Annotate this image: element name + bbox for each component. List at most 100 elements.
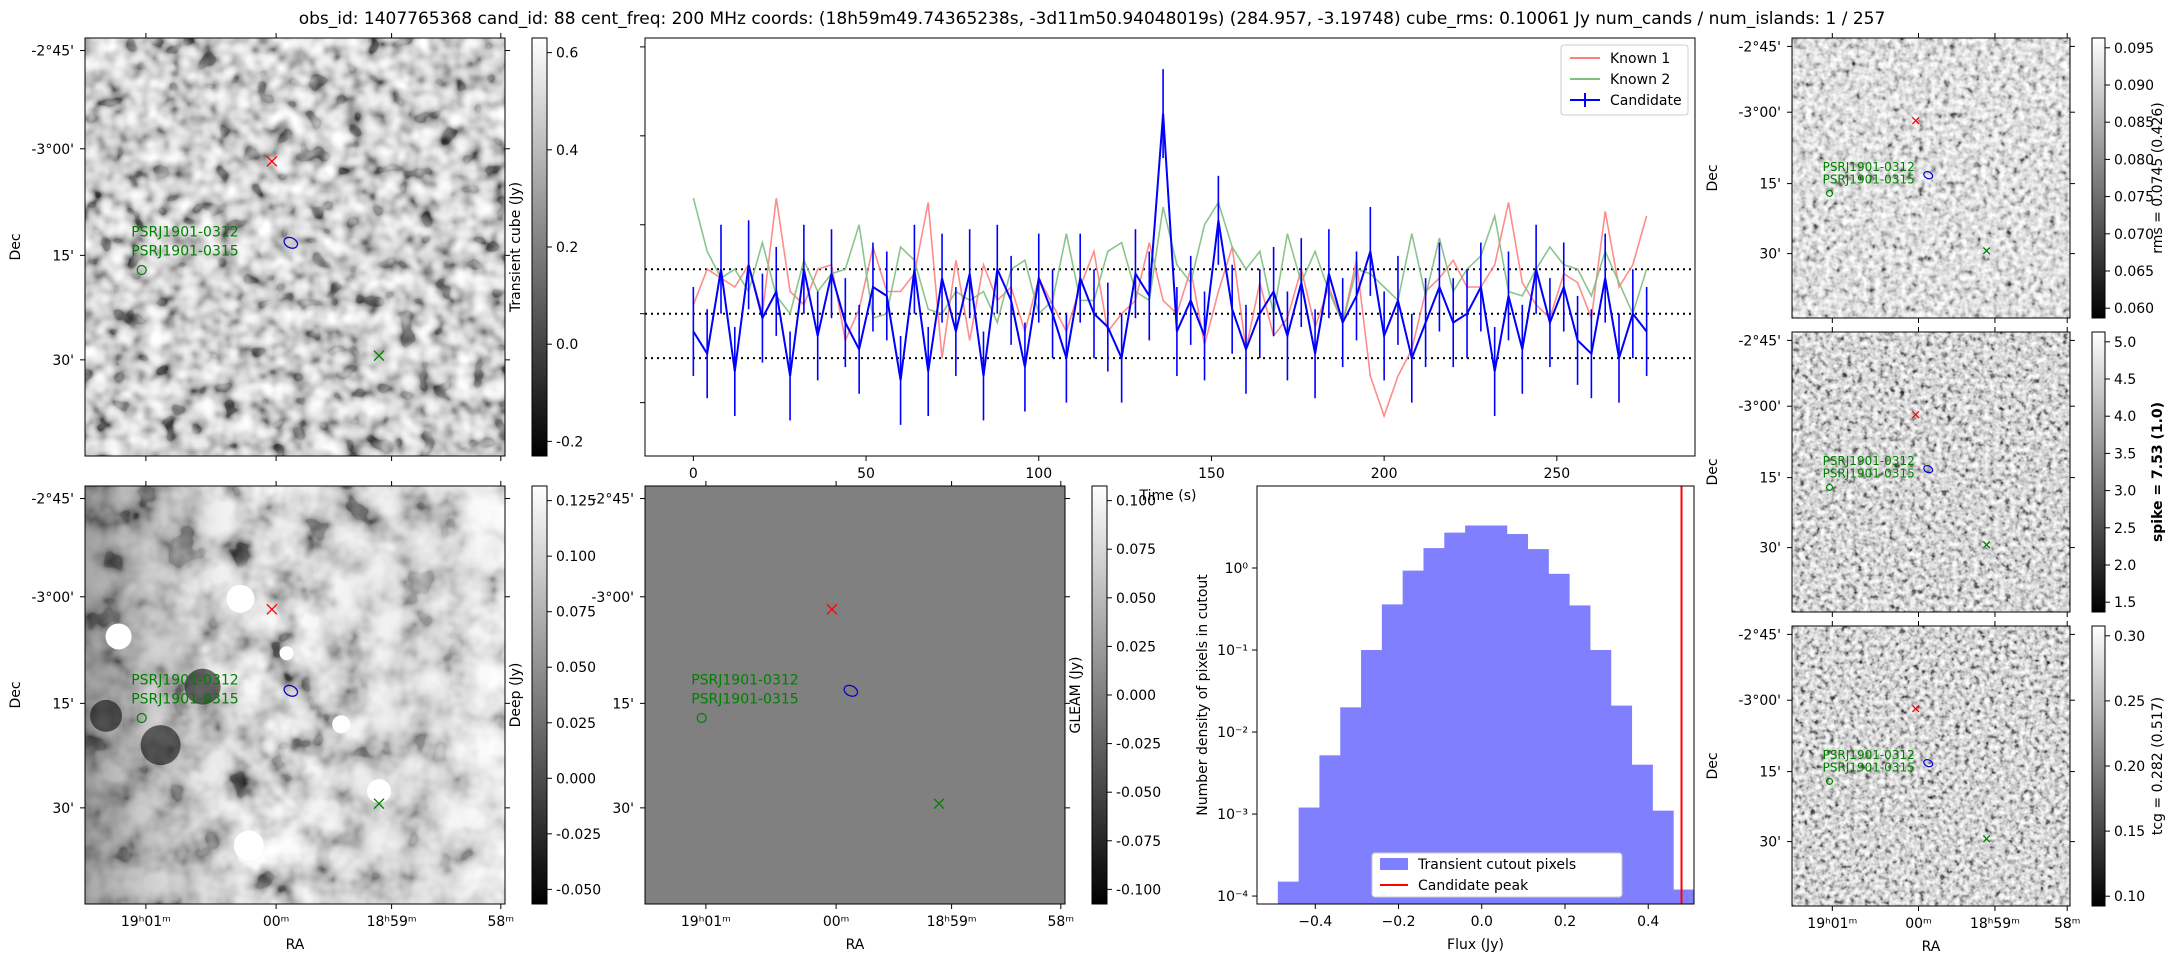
- plot-frame: [644, 37, 1696, 457]
- dec-tick-label: -3°00': [1738, 399, 1781, 415]
- plot-frame: [1256, 485, 1695, 905]
- colorbar-tick-label: -0.050: [556, 882, 601, 898]
- ra-tick-label: 58ᵐ: [488, 914, 515, 930]
- colorbar-gradient: [2091, 331, 2106, 613]
- source-contour: [1923, 171, 1934, 180]
- axis-ticks: 19ʰ01ᵐ 00ᵐ 18ʰ59ᵐ 58ᵐ -2°45' -3°00' 15' 30' RA De…: [1705, 621, 2080, 955]
- bright-source: [105, 623, 132, 650]
- colorbar-gradient: [2091, 625, 2106, 907]
- ra-axis-label: RA: [286, 937, 305, 953]
- legend-swatch: [1380, 858, 1408, 870]
- dark-region: [140, 725, 181, 766]
- histogram-bar: [1527, 549, 1549, 904]
- dec-tick-label: 15': [1759, 471, 1781, 487]
- cutout-panels: PSRJ1901-0312 PSRJ1901-0315 -2°45' -3°00' 15…: [8, 33, 2166, 955]
- axis-ticks: -2°45' -3°00' 15' 30' Dec: [1705, 33, 2075, 323]
- figure-title: obs_id: 1407765368 cand_id: 88 cent_freq…: [299, 9, 1886, 29]
- dec-tick-label: -2°45': [591, 492, 634, 508]
- cutout-gleam: PSRJ1901-0312 PSRJ1901-0315 19ʰ01ᵐ 00ᵐ 18ʰ59…: [591, 481, 1161, 953]
- colorbar-tick-label: 0.6: [556, 46, 578, 62]
- candidate-marker: [1911, 410, 1920, 419]
- x-tick-label: 200: [1371, 466, 1398, 482]
- colorbar-tick-label: 0.30: [2114, 629, 2145, 645]
- ra-tick-label: 18ʰ59ᵐ: [367, 914, 417, 930]
- axis-ticks: -2°45' -3°00' 15' 30' Dec: [1705, 327, 2075, 617]
- bright-source: [367, 779, 391, 804]
- pulsar-label: PSRJ1901-0315: [691, 691, 799, 707]
- x-tick-label: −0.2: [1382, 914, 1416, 930]
- colorbar-tick-label: 4.0: [2114, 409, 2136, 425]
- colorbar-tick-label: 0.0: [556, 337, 578, 353]
- colorbar-tick-label: 0.075: [556, 605, 596, 621]
- colorbar-gradient: [531, 37, 548, 457]
- cutout-frame: [1791, 331, 2071, 613]
- colorbar-tick-label: 0.000: [1116, 688, 1156, 704]
- histogram-bar: [1548, 573, 1570, 904]
- known-source-marker: [373, 798, 385, 810]
- colorbar-label: rms = 0.0745 (0.426): [2150, 102, 2166, 254]
- series-line: [692, 113, 1648, 381]
- ra-tick-label: 00ᵐ: [1905, 916, 1932, 932]
- colorbar-tick-label: 0.20: [2114, 759, 2145, 775]
- x-tick-label: 50: [857, 466, 875, 482]
- colorbar-label: GLEAM (Jy): [1068, 657, 1084, 734]
- dec-tick-label: -3°00': [31, 590, 74, 606]
- colorbar-tick-label: 0.10: [2114, 889, 2145, 905]
- axis-ticks: -2°45' -3°00' 15' 30' Dec: [8, 33, 510, 461]
- pulsar-label: PSRJ1901-0312: [131, 673, 239, 689]
- dec-tick-label: 30': [1759, 247, 1781, 263]
- histogram-bar: [1652, 810, 1674, 904]
- known-source-marker: [1982, 835, 1991, 843]
- legend-label: Transient cutout pixels: [1417, 857, 1576, 873]
- colorbar-tick-label: -0.2: [556, 434, 583, 450]
- dec-tick-label: -2°45': [31, 44, 74, 60]
- pulsar-marker: [136, 712, 147, 724]
- pulsar-label: PSRJ1901-0312: [691, 673, 799, 689]
- pulsar-label: PSRJ1901-0315: [131, 691, 239, 707]
- colorbar-tick-label: -0.025: [1116, 737, 1161, 753]
- brightness-gradient: [85, 486, 505, 904]
- x-tick-label: 100: [1025, 466, 1052, 482]
- colorbar-tick-label: 0.050: [556, 660, 596, 676]
- noise-field: [85, 38, 505, 456]
- colorbar-label: Transient cube (Jy): [508, 182, 524, 313]
- histogram-bar: [1402, 570, 1424, 904]
- ra-axis-label: RA: [1922, 939, 1941, 955]
- pulsar-marker: [696, 712, 707, 724]
- colorbar-tick-label: 0.050: [1116, 591, 1156, 607]
- histogram-bar: [1569, 605, 1591, 904]
- cutout-frame: [644, 485, 1066, 905]
- colorbar-tick-label: 0.025: [556, 716, 596, 732]
- ra-tick-label: 19ʰ01ᵐ: [681, 914, 731, 930]
- bright-source: [332, 715, 351, 734]
- x-axis-label: Flux (Jy): [1447, 937, 1504, 953]
- dec-tick-label: -3°00': [1738, 105, 1781, 121]
- ra-tick-label: 58ᵐ: [1048, 914, 1075, 930]
- colorbar-label: tcg = 0.282 (0.517): [2150, 697, 2166, 835]
- x-tick-label: −0.4: [1298, 914, 1332, 930]
- ra-tick-label: 58ᵐ: [2054, 916, 2081, 932]
- axis-ticks: 19ʰ01ᵐ 00ᵐ 18ʰ59ᵐ 58ᵐ -2°45' -3°00' 15' 30' RA: [591, 481, 1074, 953]
- dec-tick-label: -2°45': [1738, 627, 1781, 643]
- dec-tick-label: 15': [612, 696, 634, 712]
- histogram-bar: [1319, 755, 1341, 904]
- ra-axis-label: RA: [846, 937, 865, 953]
- ra-tick-label: 18ʰ59ᵐ: [927, 914, 977, 930]
- known-source-marker: [933, 798, 945, 810]
- colorbar: 0.30 0.25 0.20 0.15 0.10 tcg = 0.282 (0.517): [2091, 625, 2166, 907]
- dec-tick-label: -2°45': [1738, 39, 1781, 55]
- dec-axis-label: Dec: [1705, 164, 1721, 191]
- dark-region: [90, 699, 122, 732]
- dec-tick-label: 15': [52, 248, 74, 264]
- colorbar-tick-label: 0.070: [2114, 227, 2154, 243]
- cutout-image: [85, 38, 505, 456]
- candidate-marker: [266, 603, 278, 615]
- dec-tick-label: 30': [52, 353, 74, 369]
- plot-area: [645, 38, 1695, 456]
- colorbar-tick-label: 0.2: [556, 240, 578, 256]
- candidate-marker: [1911, 116, 1920, 125]
- colorbar-gradient: [1091, 485, 1108, 905]
- colorbar-tick-label: 0.090: [2114, 78, 2154, 94]
